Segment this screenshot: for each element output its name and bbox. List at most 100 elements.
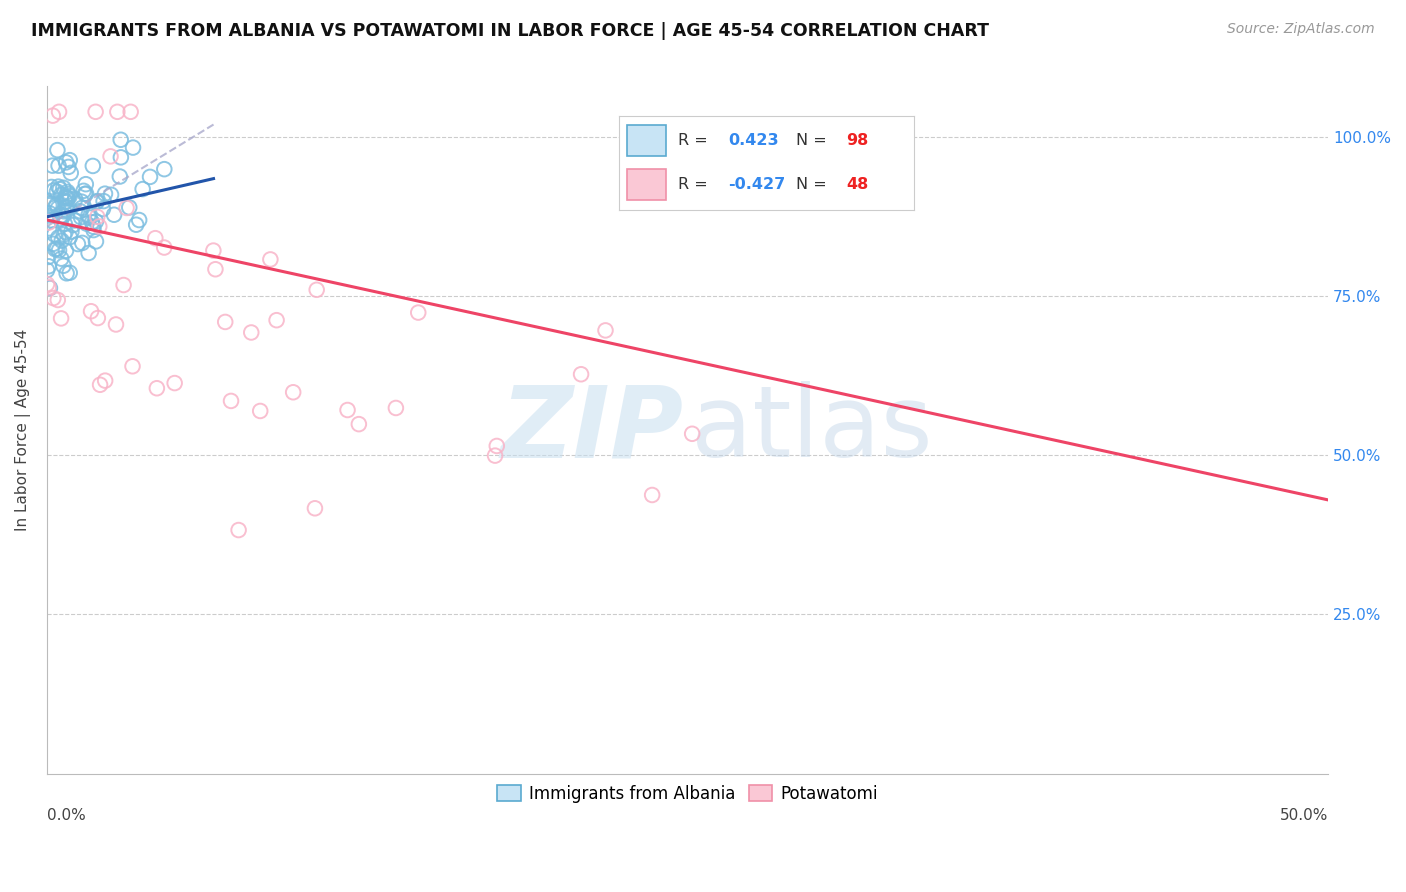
Text: 0.0%: 0.0% <box>46 808 86 823</box>
Point <box>55 266 77 280</box>
Point <box>62 218 84 232</box>
Point <box>56 192 79 206</box>
Y-axis label: In Labor Force | Age 45-54: In Labor Force | Age 45-54 <box>15 329 31 531</box>
Point <box>110 133 132 147</box>
Point <box>35 277 58 292</box>
Text: Source: ZipAtlas.com: Source: ZipAtlas.com <box>1227 22 1375 37</box>
Point <box>484 449 506 463</box>
Point <box>48 244 70 258</box>
Point <box>60 225 83 239</box>
Point <box>153 241 176 255</box>
Point <box>120 104 142 119</box>
Point <box>39 281 62 295</box>
Point <box>49 182 72 196</box>
Point <box>80 304 103 318</box>
Point <box>49 212 72 227</box>
Point <box>59 189 82 203</box>
Point <box>249 404 271 418</box>
Point <box>55 244 77 258</box>
Point <box>45 242 67 256</box>
Text: R =: R = <box>678 178 707 193</box>
Point <box>266 313 288 327</box>
Point <box>202 244 225 258</box>
Point <box>77 246 100 260</box>
Point <box>80 215 103 229</box>
Point <box>93 194 115 208</box>
Point <box>485 439 508 453</box>
Point <box>58 187 80 202</box>
Point <box>84 214 107 228</box>
Point <box>51 252 73 266</box>
Point <box>63 192 86 206</box>
Point <box>143 231 166 245</box>
Point <box>66 237 89 252</box>
Point <box>75 177 97 191</box>
Text: R =: R = <box>678 133 707 148</box>
Point <box>82 159 104 173</box>
Point <box>336 403 359 417</box>
Point <box>89 377 111 392</box>
Text: N =: N = <box>796 178 827 193</box>
Point <box>59 266 82 280</box>
Point <box>94 374 117 388</box>
Point <box>79 211 101 225</box>
Point <box>55 200 77 214</box>
Point <box>118 201 141 215</box>
Point <box>406 305 429 319</box>
Point <box>259 252 281 267</box>
Point <box>41 180 63 194</box>
Point <box>63 213 86 227</box>
Point <box>219 393 242 408</box>
Point <box>72 184 94 198</box>
Point <box>139 169 162 184</box>
Text: 0.423: 0.423 <box>728 133 779 148</box>
Point <box>38 206 60 220</box>
Text: IMMIGRANTS FROM ALBANIA VS POTAWATOMI IN LABOR FORCE | AGE 45-54 CORRELATION CHA: IMMIGRANTS FROM ALBANIA VS POTAWATOMI IN… <box>31 22 988 40</box>
Point <box>38 260 60 274</box>
Point <box>153 162 176 177</box>
Point <box>39 196 62 211</box>
Point <box>75 186 97 201</box>
Point <box>128 213 150 227</box>
Point <box>44 227 66 242</box>
Text: -0.427: -0.427 <box>728 178 785 193</box>
Point <box>42 183 65 197</box>
Point <box>112 278 135 293</box>
Point <box>52 180 75 194</box>
Point <box>55 155 77 169</box>
Text: atlas: atlas <box>692 382 934 478</box>
Point <box>163 376 186 390</box>
Point <box>108 169 131 184</box>
Point <box>103 208 125 222</box>
Point <box>70 194 93 209</box>
Point <box>240 326 263 340</box>
Point <box>70 211 93 225</box>
Point <box>122 140 145 154</box>
Point <box>121 359 143 374</box>
Bar <box>627 169 666 201</box>
Text: 50.0%: 50.0% <box>1279 808 1329 823</box>
Point <box>283 385 305 400</box>
Text: ZIP: ZIP <box>501 382 683 478</box>
Text: 98: 98 <box>846 133 869 148</box>
Point <box>38 221 60 235</box>
Point <box>641 488 664 502</box>
Point <box>48 159 70 173</box>
Point <box>105 104 128 119</box>
Point <box>77 208 100 222</box>
Point <box>35 263 58 277</box>
Bar <box>627 126 666 156</box>
Point <box>104 318 127 332</box>
Point <box>56 191 79 205</box>
Point <box>115 201 138 215</box>
Point <box>46 143 69 157</box>
Point <box>51 187 73 202</box>
Point <box>204 262 226 277</box>
Point <box>53 204 76 219</box>
Point <box>385 401 408 415</box>
Point <box>125 218 148 232</box>
Point <box>89 219 111 234</box>
Point <box>595 323 617 337</box>
Point <box>42 109 65 123</box>
Point <box>53 195 76 210</box>
